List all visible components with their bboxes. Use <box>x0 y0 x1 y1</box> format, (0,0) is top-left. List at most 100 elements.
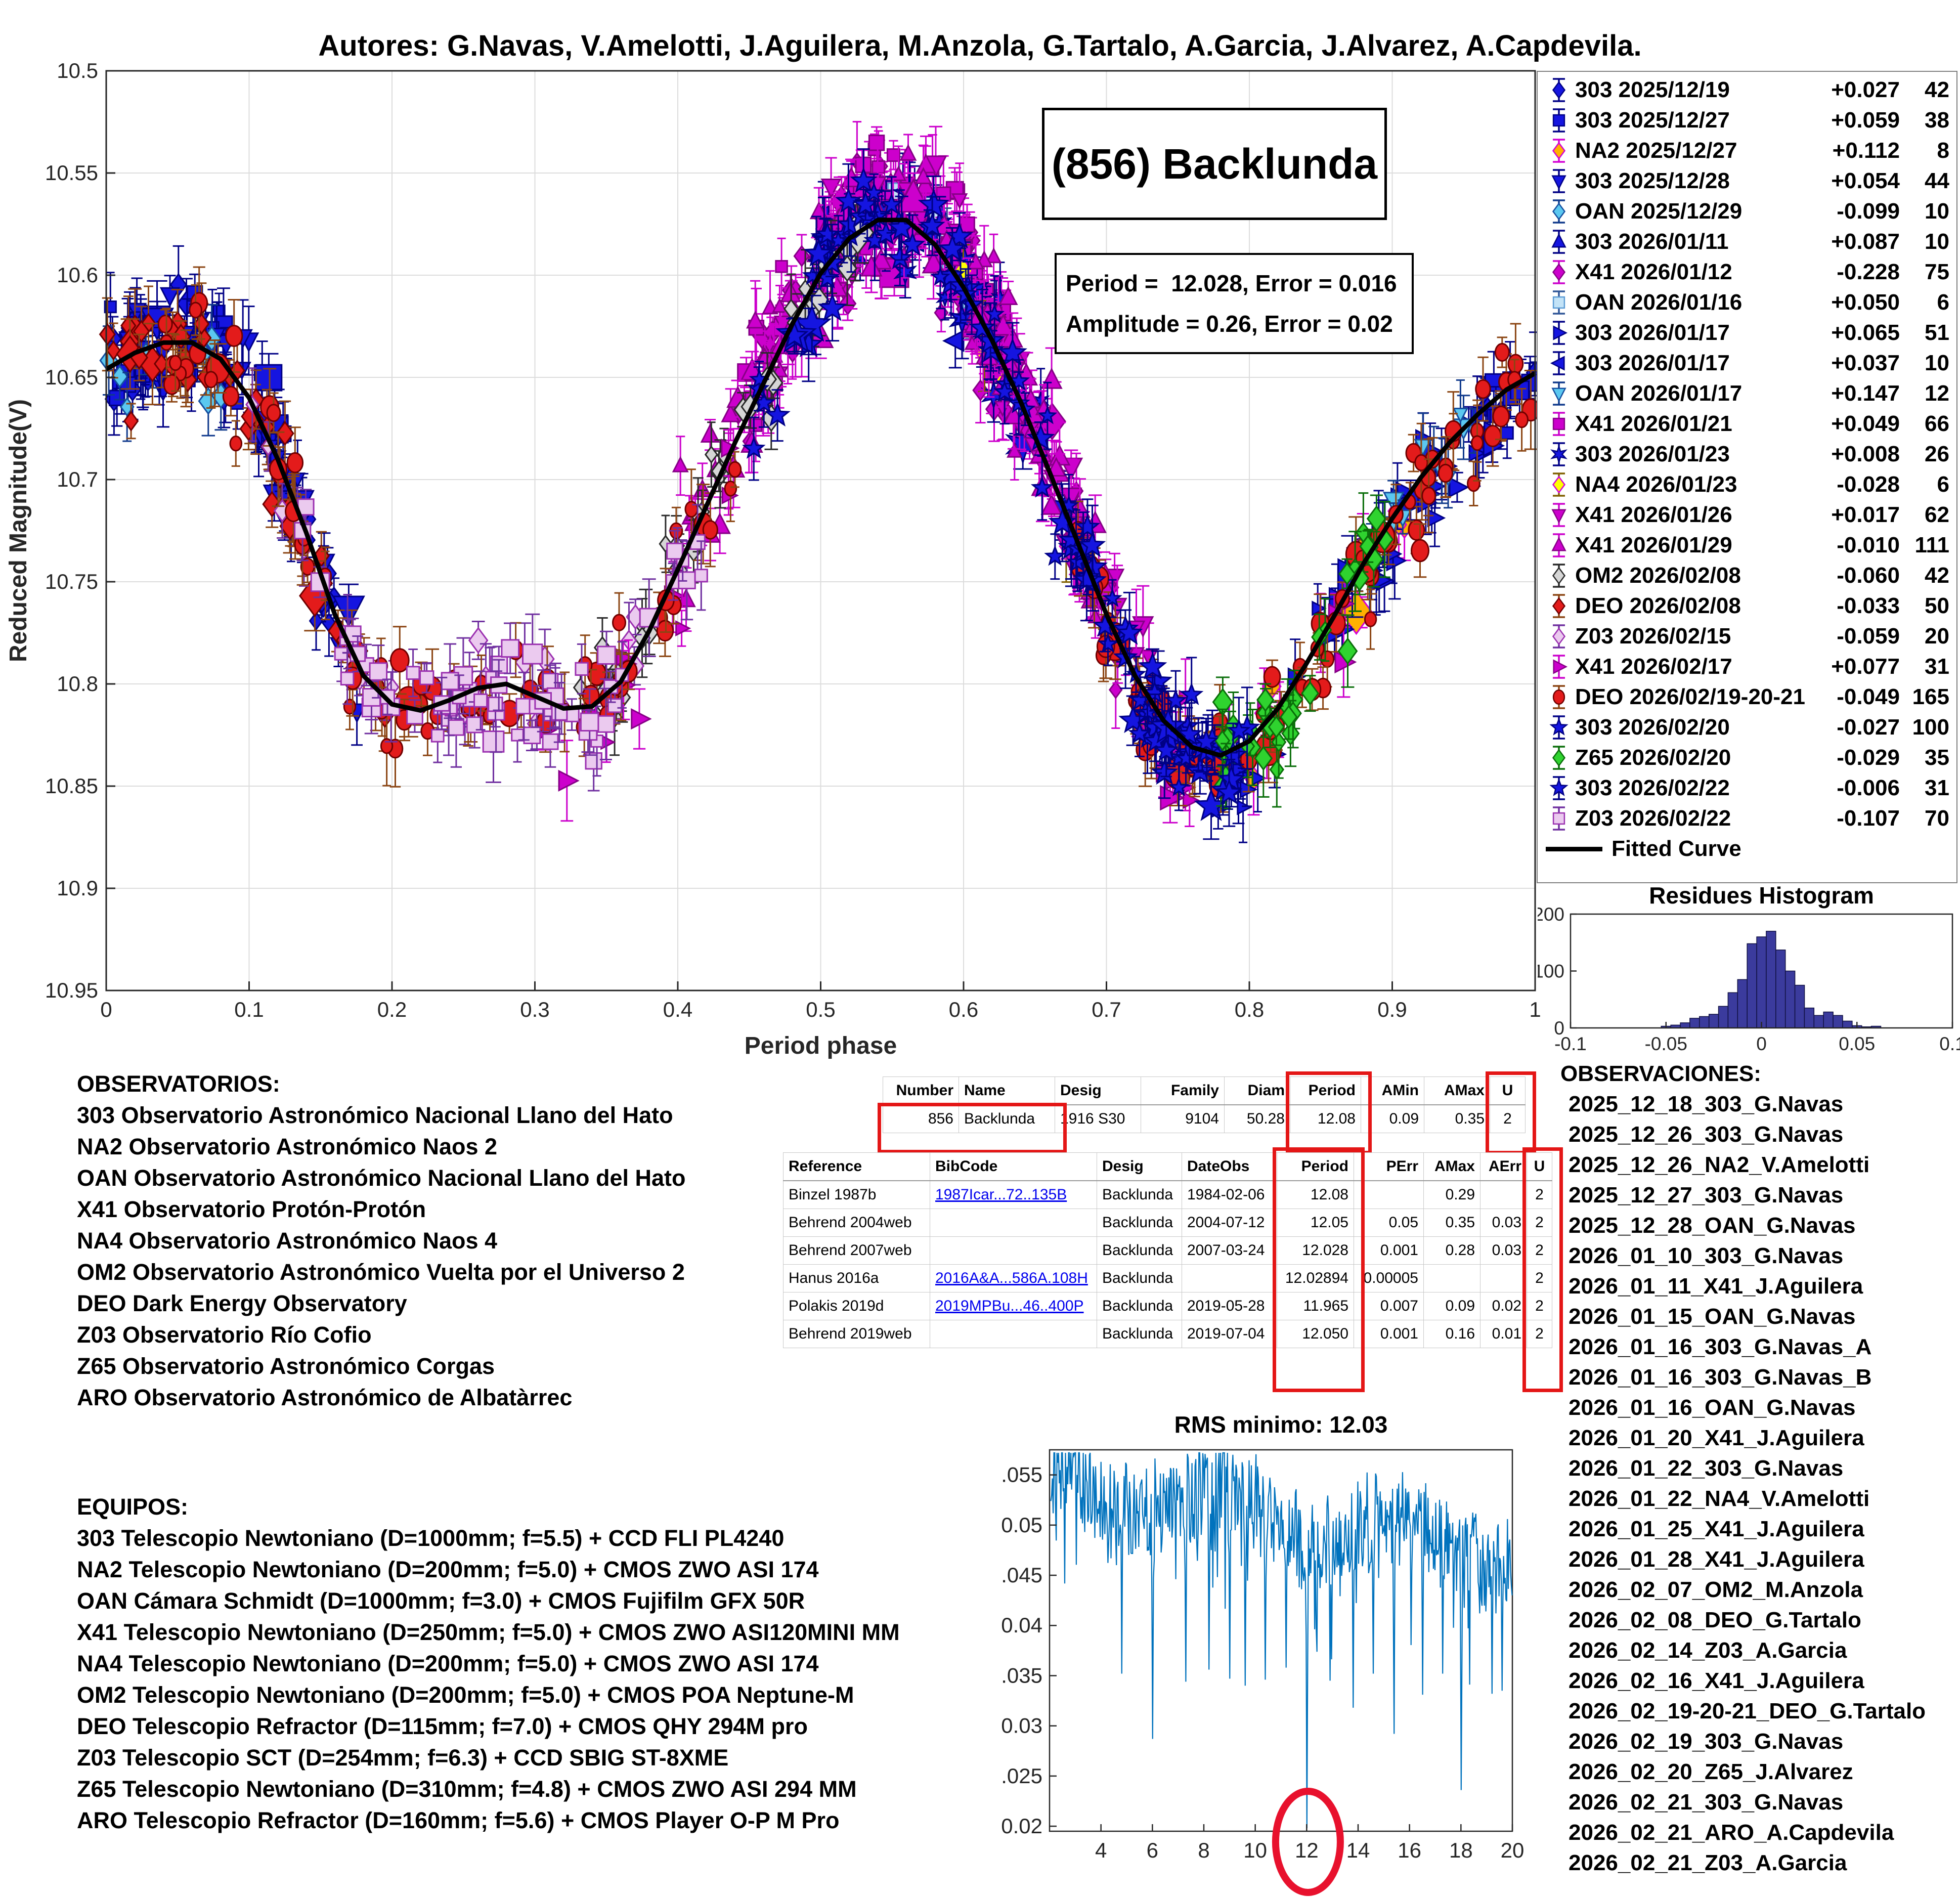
legend-marker-icon <box>1550 351 1565 375</box>
residues-histogram: Residues Histogram -0.1 -0.05 0 0.05 0.1 0 100 2… <box>1538 886 1960 1054</box>
table-cell: 1984-02-06 <box>1187 1186 1265 1203</box>
table1-grid: Number Name Desig Family Diam Period AMin AMax U… <box>883 1076 1526 1133</box>
legend-marker-icon <box>1552 594 1566 618</box>
bibcode-link[interactable]: 1987Icar...72..135B <box>935 1186 1067 1203</box>
histogram-bar <box>1794 984 1805 1028</box>
histogram-bar <box>1680 1022 1690 1028</box>
x-tick-label: 0 <box>100 998 112 1021</box>
table-row: Behrend 2007web Backlunda 2007-03-24 12.028… <box>783 1236 1552 1265</box>
legend-label: 303 2025/12/27 <box>1575 108 1730 133</box>
histogram-bar <box>1784 970 1796 1028</box>
observacion-item: 2026_01_16_303_G.Navas_A <box>1569 1334 1872 1359</box>
column-header: DateObs <box>1182 1152 1277 1181</box>
bibcode-link[interactable]: 2019MPBu...46..400P <box>935 1298 1084 1314</box>
amplitude-text: Amplitude = 0.26, Error = 0.02 <box>1066 311 1393 337</box>
observacion-item: 2025_12_26_NA2_V.Amelotti <box>1569 1152 1870 1177</box>
hist-y-tick: 200 <box>1538 904 1564 925</box>
observatorio-item: X41 Observatorio Protón-Protón <box>77 1196 426 1222</box>
legend-count: 35 <box>1925 745 1949 770</box>
histogram-bar <box>1775 950 1786 1028</box>
references-table: Reference BibCode Desig DateObs Period PErr AM… <box>783 1147 1563 1392</box>
rms-x-tick: 14 <box>1346 1838 1370 1862</box>
observacion-item: 2026_01_20_X41_J.Aguilera <box>1569 1426 1864 1450</box>
rms-title: RMS minimo: 12.03 <box>1174 1411 1388 1438</box>
legend-count: 42 <box>1925 563 1949 588</box>
legend-marker-icon <box>1551 503 1566 527</box>
legend-count: 6 <box>1937 472 1949 497</box>
x-tick-label: 0.4 <box>663 998 692 1021</box>
legend-offset: -0.029 <box>1837 745 1900 770</box>
summary-table: Number Name Desig Family Diam Period AMin AMax U… <box>878 1071 1536 1154</box>
table-row: Behrend 2019web Backlunda 2019-07-04 12.050… <box>783 1320 1552 1348</box>
bibcode-link[interactable]: 2016A&A...586A.108H <box>935 1270 1088 1286</box>
legend-count: 51 <box>1925 320 1949 345</box>
y-tick-label: 10.65 <box>45 365 98 389</box>
observatorio-item: NA2 Observatorio Astronómico Naos 2 <box>77 1134 498 1159</box>
column-header: Period <box>1277 1152 1354 1181</box>
table-cell: 12.02894 <box>1285 1270 1348 1286</box>
column-header: AMin <box>1361 1076 1424 1105</box>
column-header: AMax <box>1423 1152 1480 1181</box>
legend-marker-icon <box>1551 381 1566 406</box>
observacion-item: 2025_12_26_303_G.Navas <box>1569 1122 1844 1147</box>
legend-label: 303 2026/01/23 <box>1575 442 1730 466</box>
legend-offset: +0.054 <box>1831 168 1900 193</box>
legend-count: 111 <box>1914 533 1949 557</box>
equipo-item: Z03 Telescopio SCT (D=254mm; f=6.3) + CC… <box>77 1745 729 1771</box>
legend-item: OAN 2025/12/29 -0.099 10 <box>1538 196 1956 227</box>
table-cell: 2 <box>1535 1325 1544 1342</box>
table-cell: 12.08 <box>1310 1186 1348 1203</box>
legend-count: 62 <box>1925 502 1949 527</box>
column-header: Desig <box>1055 1076 1141 1105</box>
y-tick-label: 10.8 <box>57 672 98 696</box>
legend-item-fitted-curve: Fitted Curve <box>1538 834 1956 864</box>
table-cell: Behrend 2007web <box>789 1242 912 1259</box>
rms-x-tick: 10 <box>1243 1838 1267 1862</box>
legend-count: 66 <box>1925 411 1949 436</box>
rms-annotation-ellipse <box>1272 1788 1344 1896</box>
legend-item: 303 2025/12/19 +0.027 42 <box>1538 75 1956 105</box>
observatorio-item: OM2 Observatorio Astronómico Vuelta por … <box>77 1259 685 1285</box>
equipo-item: OM2 Telescopio Newtoniano (D=200mm; f=5.… <box>77 1682 854 1708</box>
legend-item: Z65 2026/02/20 -0.029 35 <box>1538 743 1956 773</box>
observacion-item: 2026_01_15_OAN_G.Navas <box>1569 1304 1856 1329</box>
histogram-bar <box>1718 1006 1729 1028</box>
legend-count: 8 <box>1937 138 1949 163</box>
equipos-heading: EQUIPOS: <box>77 1494 189 1520</box>
legend-label: OM2 2026/02/08 <box>1575 563 1741 588</box>
observacion-item: 2026_02_07_OM2_M.Anzola <box>1569 1577 1863 1602</box>
legend-count: 10 <box>1925 351 1949 375</box>
table-row: Behrend 2004web Backlunda 2004-07-12 12.05 0… <box>783 1209 1552 1237</box>
legend-marker-icon <box>1552 139 1566 163</box>
histogram-bar <box>1756 936 1767 1028</box>
table-cell: Backlunda <box>1102 1325 1173 1342</box>
table-row: Polakis 2019d 2019MPBu...46..400P Backlund… <box>783 1292 1552 1320</box>
y-tick-label: 10.85 <box>45 774 98 798</box>
equipo-item: OAN Cámara Schmidt (D=1000mm; f=3.0) + C… <box>77 1588 805 1614</box>
x-tick-label: 0.5 <box>806 998 835 1021</box>
hist-y-tick: 0 <box>1554 1018 1564 1039</box>
table-cell: 12.05 <box>1310 1214 1348 1231</box>
legend-label: OAN 2026/01/17 <box>1575 381 1743 406</box>
legend-marker-icon <box>1553 321 1568 345</box>
legend-marker-icon <box>1552 806 1565 831</box>
legend-item: Z03 2026/02/22 -0.107 70 <box>1538 803 1956 834</box>
observacion-item: 2025_12_27_303_G.Navas <box>1569 1183 1844 1208</box>
legend-item: OAN 2026/01/16 +0.050 6 <box>1538 287 1956 318</box>
legend-count: 165 <box>1912 684 1949 709</box>
histogram-bar <box>1727 992 1738 1028</box>
histogram-bar <box>1708 1014 1719 1028</box>
table-cell: 0.35 <box>1445 1214 1475 1231</box>
table-cell: 50.28 <box>1246 1110 1285 1127</box>
legend-offset: +0.017 <box>1831 502 1900 527</box>
histogram-bar <box>1737 979 1748 1028</box>
legend-offset: -0.010 <box>1837 533 1900 557</box>
histogram-bar <box>1766 931 1776 1028</box>
legend-offset: +0.147 <box>1831 381 1900 406</box>
legend-marker-icon <box>1552 260 1566 284</box>
legend-label: NA4 2026/01/23 <box>1575 472 1737 497</box>
table-cell: 2 <box>1535 1214 1544 1231</box>
observaciones-list: OBSERVACIONES: 2025_12_18_303_G.Navas 202… <box>1560 1059 1926 1878</box>
rms-y-tick: 0.035 <box>1001 1663 1042 1687</box>
observatorio-item: ARO Observatorio Astronómico de Albatàrr… <box>77 1385 573 1410</box>
